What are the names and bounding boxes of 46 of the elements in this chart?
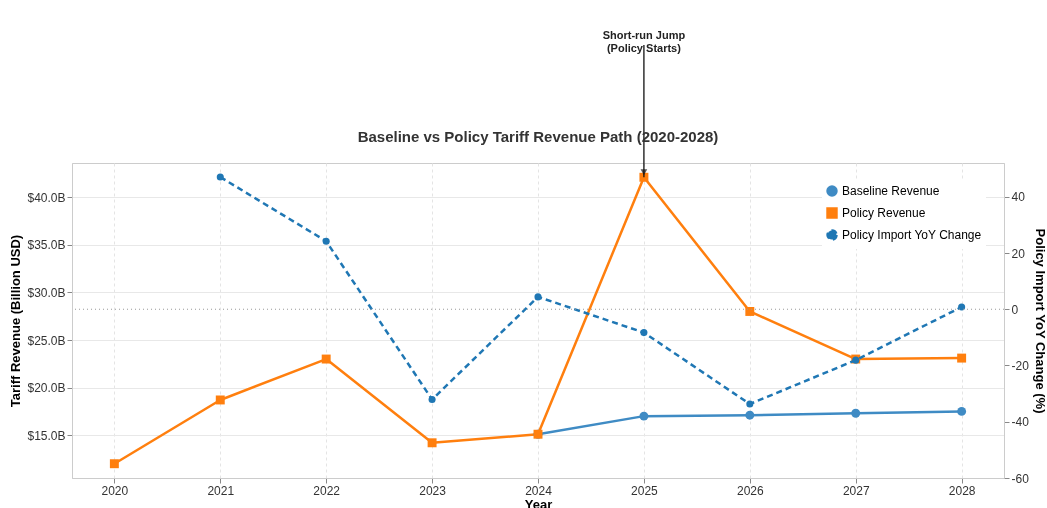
point: [745, 410, 755, 420]
point: [639, 172, 649, 182]
x-tick-label: 2028: [948, 483, 976, 498]
y-tick-label: $30.0B: [27, 285, 66, 300]
point: [322, 237, 330, 245]
x-tick-label: 2022: [313, 483, 341, 498]
y2-tick-label: -40: [1011, 415, 1030, 430]
point: [534, 293, 542, 301]
point: [640, 329, 648, 337]
x-tick-label: 2023: [419, 483, 447, 498]
point: [321, 354, 331, 364]
x-tick-label: 2024: [525, 483, 553, 498]
y2-tick-label: 0: [1011, 302, 1019, 317]
point: [746, 400, 754, 408]
y-tick-label: $15.0B: [27, 428, 66, 443]
legend-label: Policy Revenue: [842, 206, 926, 220]
y2-tick-label: 20: [1011, 246, 1026, 261]
point: [958, 303, 966, 311]
legend-label: Policy Import YoY Change: [842, 228, 982, 242]
point: [639, 411, 649, 421]
annotation: Short-run Jump (Policy Starts): [602, 29, 686, 54]
y-tick-label: $20.0B: [27, 381, 66, 396]
y2-tick-label: -60: [1011, 471, 1030, 486]
x-tick-label: 2020: [101, 483, 129, 498]
point: [745, 306, 755, 316]
y2-axis-title: Policy Import YoY Change (%): [1032, 228, 1047, 414]
y-tick-label: $40.0B: [27, 190, 66, 205]
y2-tick-label: 40: [1011, 190, 1026, 205]
point: [957, 353, 967, 363]
point: [428, 396, 436, 404]
point: [215, 395, 225, 405]
point: [216, 173, 224, 181]
y-tick-label: $25.0B: [27, 333, 66, 348]
y-axis-title: Tariff Revenue (Billion USD): [8, 234, 24, 408]
y-tick-label: $35.0B: [27, 238, 66, 253]
x-tick-label: 2025: [631, 483, 659, 498]
x-axis-title: Year: [524, 496, 553, 508]
point: [957, 406, 967, 416]
x-tick-label: 2026: [736, 483, 764, 498]
point: [427, 438, 437, 448]
point: [109, 459, 119, 469]
y2-tick-label: -20: [1011, 359, 1030, 373]
x-tick-label: 2027: [842, 483, 870, 498]
legend-label: Baseline Revenue: [842, 184, 940, 198]
point: [851, 408, 861, 418]
x-tick-label: 2021: [207, 483, 235, 498]
